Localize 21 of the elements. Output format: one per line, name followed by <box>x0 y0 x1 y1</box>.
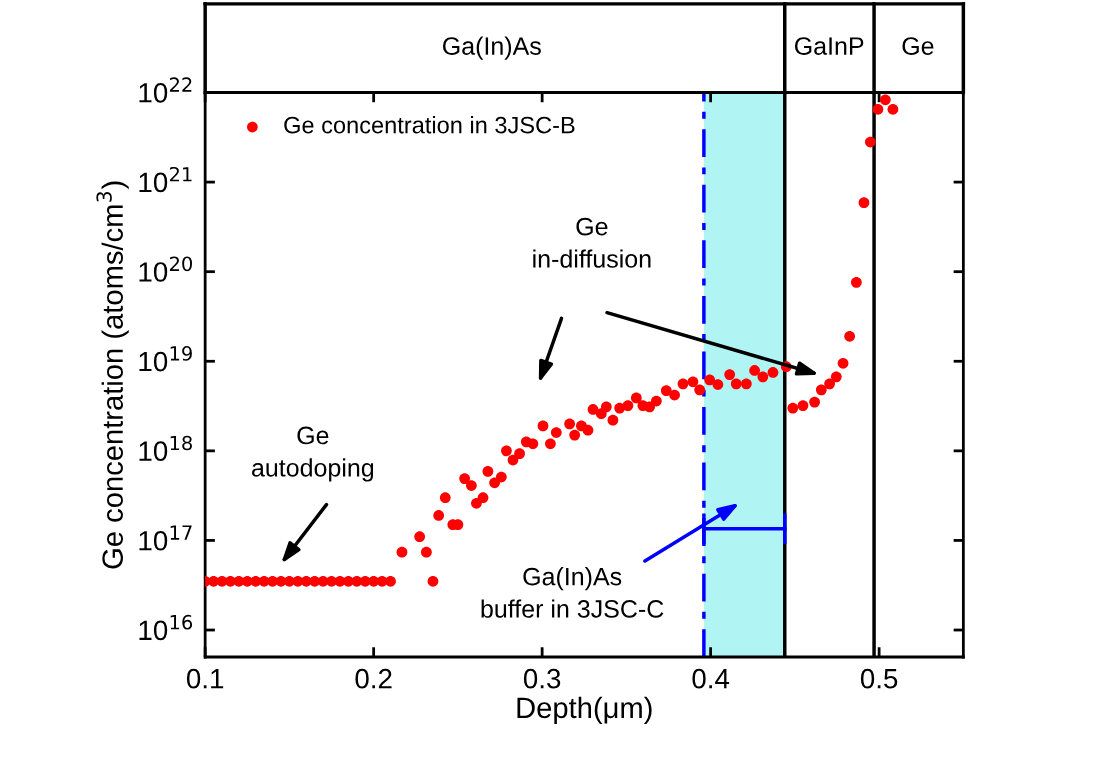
legend-label: Ge concentration in 3JSC-B <box>284 116 575 134</box>
x-tick-label: 0.1 <box>186 668 224 689</box>
y-tick-label: 10$^{21}$ <box>139 166 192 193</box>
x-tick-label: 0.5 <box>860 668 898 689</box>
y-tick-label: 10$^{18}$ <box>139 435 192 461</box>
y-tick-label: 10$^{22}$ <box>139 77 192 103</box>
y-tick-label: 10$^{20}$ <box>139 256 192 282</box>
y-tick-label: 10$^{19}$ <box>139 346 192 372</box>
x-axis-title: Depth(μm) <box>517 696 652 724</box>
text: GaInP <box>794 37 864 55</box>
y-tick-label: 10$^{16}$ <box>139 614 193 641</box>
x-tick-label: 0.4 <box>692 668 730 689</box>
x-tick-label: 0.2 <box>355 668 392 689</box>
annotation: Ge in-diffusion <box>533 217 651 268</box>
y-axis-title: Ge concentration (atoms/cm$^{3}$) <box>96 181 129 569</box>
annotation: Ge autodoping <box>252 426 374 482</box>
text: Ga(In)As <box>443 36 541 60</box>
annotation: Ga(In)As buffer in 3JSC-C <box>481 567 664 618</box>
x-tick-label: 0.3 <box>523 668 561 689</box>
y-tick-label: 10$^{17}$ <box>139 525 192 551</box>
text: Ge <box>902 37 934 55</box>
